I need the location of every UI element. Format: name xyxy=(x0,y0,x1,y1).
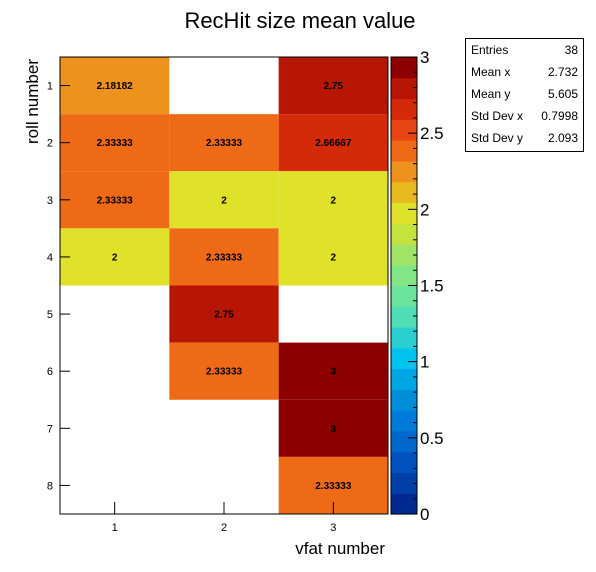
y-ticks-layer: 1 2 3 4 5 6 7 8 xyxy=(47,81,70,492)
heatmap-cell xyxy=(169,171,279,229)
colorbar-tick-label: 1.5 xyxy=(420,277,444,296)
colorbar-segment xyxy=(391,306,417,328)
colorbar-segment xyxy=(391,472,417,494)
stats-row: Mean y 5.605 xyxy=(466,84,583,106)
cell-labels-layer: 2.18182 2.75 2.33333 2.33333 2.66667 2.33333 2… xyxy=(97,81,352,492)
stats-value: 38 xyxy=(564,43,578,57)
cell-value-label: 3 xyxy=(331,367,337,378)
cell-value-label: 2.33333 xyxy=(206,138,243,149)
cell-value-label: 2.33333 xyxy=(315,481,352,492)
stats-label: Mean y xyxy=(471,87,511,101)
colorbar-segment xyxy=(391,77,417,100)
stats-label: Entries xyxy=(471,43,509,57)
cell-value-label: 2 xyxy=(221,195,227,206)
colorbar-segment xyxy=(391,410,417,432)
stats-row: Std Dev y 2.093 xyxy=(466,128,583,150)
colorbar-segment xyxy=(391,57,417,79)
heatmap-cell xyxy=(60,171,170,229)
x-tick-label: 3 xyxy=(330,522,336,534)
colorbar-tick-label: 0.5 xyxy=(420,429,444,448)
heatmap-cell xyxy=(60,228,170,286)
chart-title: RecHit size mean value xyxy=(184,8,415,33)
heatmap-cell xyxy=(278,342,388,400)
cell-value-label: 2.66667 xyxy=(315,138,352,149)
colorbar-segment xyxy=(391,430,417,453)
y-tick-label: 4 xyxy=(47,252,53,264)
x-tick-label: 1 xyxy=(112,522,118,534)
y-tick-label: 8 xyxy=(47,480,53,492)
cell-value-label: 2.18182 xyxy=(97,81,134,92)
stats-row: Std Dev x 0.7998 xyxy=(466,106,583,128)
colorbar-segment xyxy=(391,389,417,411)
colorbar-segment xyxy=(391,493,417,515)
y-tick-label: 5 xyxy=(47,309,53,321)
colorbar-tick-label: 2 xyxy=(420,200,429,219)
stats-label: Std Dev y xyxy=(471,131,524,145)
colorbar-segment xyxy=(391,264,417,287)
x-ticks-layer: 1 2 3 xyxy=(112,502,336,534)
cell-value-label: 2.33333 xyxy=(97,195,134,206)
colorbar-segment xyxy=(391,451,417,474)
colorbar-segment xyxy=(391,243,417,266)
heatmap-cell xyxy=(278,57,388,115)
y-tick-label: 7 xyxy=(47,423,53,435)
cell-value-label: 2.33333 xyxy=(97,138,134,149)
cells-layer xyxy=(60,57,388,514)
y-tick-label: 6 xyxy=(47,366,53,378)
heatmap-cell xyxy=(169,342,279,400)
y-tick-label: 3 xyxy=(47,195,53,207)
cell-value-label: 2 xyxy=(112,252,118,263)
cell-value-label: 2.75 xyxy=(324,81,344,92)
stats-row: Entries 38 xyxy=(466,40,583,62)
colorbar-segment xyxy=(391,223,417,245)
stats-box: Entries 38 Mean x 2.732 Mean y 5.605 Std Dev x… xyxy=(465,38,584,152)
x-tick-label: 2 xyxy=(221,522,227,534)
y-tick-label: 1 xyxy=(47,81,53,93)
colorbar-segment xyxy=(391,140,417,162)
colorbar-segment xyxy=(391,202,417,224)
cell-value-label: 2 xyxy=(331,195,337,206)
cell-value-label: 2 xyxy=(331,252,337,263)
cell-value-label: 2.33333 xyxy=(206,252,243,263)
stats-value: 5.605 xyxy=(547,87,578,101)
colorbar-layer xyxy=(390,56,418,515)
colorbar-ticks-layer: 0 0.5 1 1.5 2 2.5 3 xyxy=(408,48,444,524)
y-tick-label: 2 xyxy=(47,138,53,150)
heatmap-cell xyxy=(60,57,170,115)
cell-value-label: 2.75 xyxy=(214,310,234,321)
colorbar-segment xyxy=(391,347,417,370)
heatmap-cell xyxy=(278,114,388,172)
x-axis-label: vfat number xyxy=(295,539,385,558)
heatmap-cell xyxy=(169,285,279,343)
colorbar-segment xyxy=(391,368,417,390)
heatmap-cell xyxy=(60,114,170,172)
colorbar-segment xyxy=(391,98,417,120)
colorbar-segment xyxy=(391,285,417,307)
colorbar-tick-label: 3 xyxy=(420,48,429,67)
heatmap-cell xyxy=(169,228,279,286)
colorbar-tick-label: 2.5 xyxy=(420,124,444,143)
cell-value-label: 3 xyxy=(331,424,337,435)
colorbar-tick-label: 0 xyxy=(420,505,429,524)
colorbar-segment xyxy=(391,327,417,349)
colorbar-segment xyxy=(391,119,417,141)
cell-value-label: 2.33333 xyxy=(206,367,243,378)
heatmap-cell xyxy=(278,399,388,457)
stats-label: Mean x xyxy=(471,65,511,79)
stats-label: Std Dev x xyxy=(471,109,524,123)
stats-value: 0.7998 xyxy=(541,109,578,123)
stats-value: 2.732 xyxy=(547,65,578,79)
colorbar-segment xyxy=(391,181,417,204)
heatmap-cell xyxy=(278,228,388,286)
stats-value: 2.093 xyxy=(547,131,578,145)
heatmap-cell xyxy=(278,171,388,229)
y-axis-label: roll number xyxy=(23,59,42,144)
colorbar-segment xyxy=(391,160,417,183)
colorbar-tick-label: 1 xyxy=(420,353,429,372)
heatmap-cell xyxy=(169,114,279,172)
stats-row: Mean x 2.732 xyxy=(466,62,583,84)
